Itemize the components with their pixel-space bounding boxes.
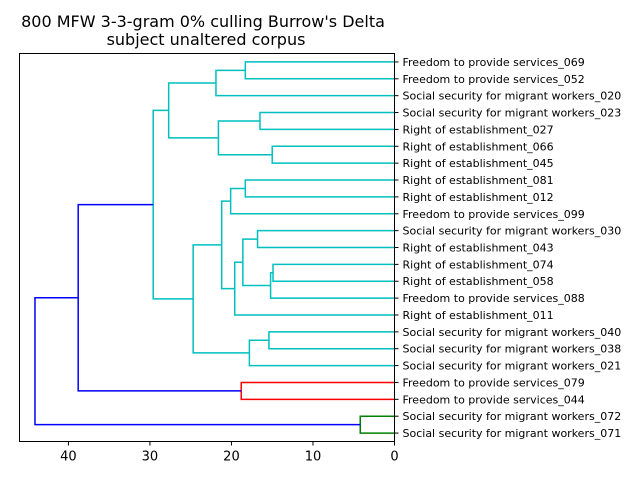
x-axis-ticks: 40 30 20 10 0 — [60, 441, 399, 465]
dendrogram-link-n22 — [34, 297, 361, 426]
x-tick-label: 40 — [60, 450, 77, 465]
x-tick-label: 20 — [223, 450, 240, 465]
leaf-label: Freedom to provide services_069 — [403, 56, 585, 69]
dendrogram-links — [34, 61, 395, 434]
dendrogram-link-n12 — [242, 238, 271, 287]
dendrogram-link-n16 — [248, 339, 395, 367]
leaf-label: Social security for migrant workers_071 — [403, 427, 622, 440]
leaf-label: Social security for migrant workers_020 — [403, 90, 622, 103]
dendrogram-link-n5 — [217, 120, 273, 156]
leaf-label: Right of establishment_011 — [403, 309, 554, 322]
leaf-label: Right of establishment_058 — [403, 275, 554, 288]
leaf-label: Freedom to provide services_052 — [403, 73, 585, 86]
x-tick-label: 10 — [305, 450, 322, 465]
dendrogram-link-n8 — [229, 187, 395, 215]
dendrogram-link-n3 — [259, 111, 395, 131]
leaf-label: Right of establishment_066 — [403, 140, 554, 153]
leaf-label: Right of establishment_043 — [403, 242, 554, 255]
leaf-label: Social security for migrant workers_040 — [403, 326, 622, 339]
leaf-label: Right of establishment_027 — [403, 123, 554, 136]
dendrogram-link-n7 — [244, 179, 395, 198]
dendrogram-link-n11 — [269, 272, 395, 299]
x-tick-label: 30 — [142, 450, 159, 465]
x-tick-label: 0 — [390, 450, 398, 465]
leaf-labels: Freedom to provide services_069 Freedom t… — [394, 56, 622, 440]
dendrogram-link-n9 — [256, 229, 395, 249]
dendrogram-link-n20 — [77, 203, 242, 392]
dendrogram-link-n13 — [233, 261, 395, 316]
dendrogram-link-n4 — [271, 145, 395, 164]
leaf-label: Social security for migrant workers_030 — [403, 225, 622, 238]
dendrogram-link-n2 — [215, 69, 395, 97]
chart-title: 800 MFW 3-3-gram 0% culling Burrow's Del… — [21, 12, 385, 31]
leaf-label: Freedom to provide services_044 — [403, 393, 585, 406]
leaf-label: Right of establishment_045 — [403, 157, 554, 170]
dendrogram-link-n10 — [272, 263, 395, 282]
dendrogram-link-n6 — [167, 82, 219, 139]
leaf-label: Right of establishment_012 — [403, 191, 554, 204]
leaf-label: Freedom to provide services_088 — [403, 292, 585, 305]
dendrogram-link-n1 — [244, 61, 395, 80]
dendrogram-link-n14 — [220, 200, 235, 290]
leaf-label: Freedom to provide services_079 — [403, 376, 585, 389]
dendrogram-link-n15 — [268, 331, 395, 350]
leaf-label: Freedom to provide services_099 — [403, 208, 585, 221]
leaf-label: Social security for migrant workers_072 — [403, 410, 622, 423]
leaf-label: Social security for migrant workers_038 — [403, 343, 622, 356]
leaf-label: Social security for migrant workers_021 — [403, 360, 622, 373]
leaf-label: Social security for migrant workers_023 — [403, 107, 622, 120]
leaf-label: Right of establishment_081 — [403, 174, 554, 187]
dendrogram-link-n19 — [240, 381, 395, 401]
dendrogram-link-n18 — [152, 109, 194, 300]
chart-subtitle: subject unaltered corpus — [107, 30, 306, 49]
leaf-label: Right of establishment_074 — [403, 258, 554, 271]
dendrogram-link-n21 — [359, 415, 395, 434]
